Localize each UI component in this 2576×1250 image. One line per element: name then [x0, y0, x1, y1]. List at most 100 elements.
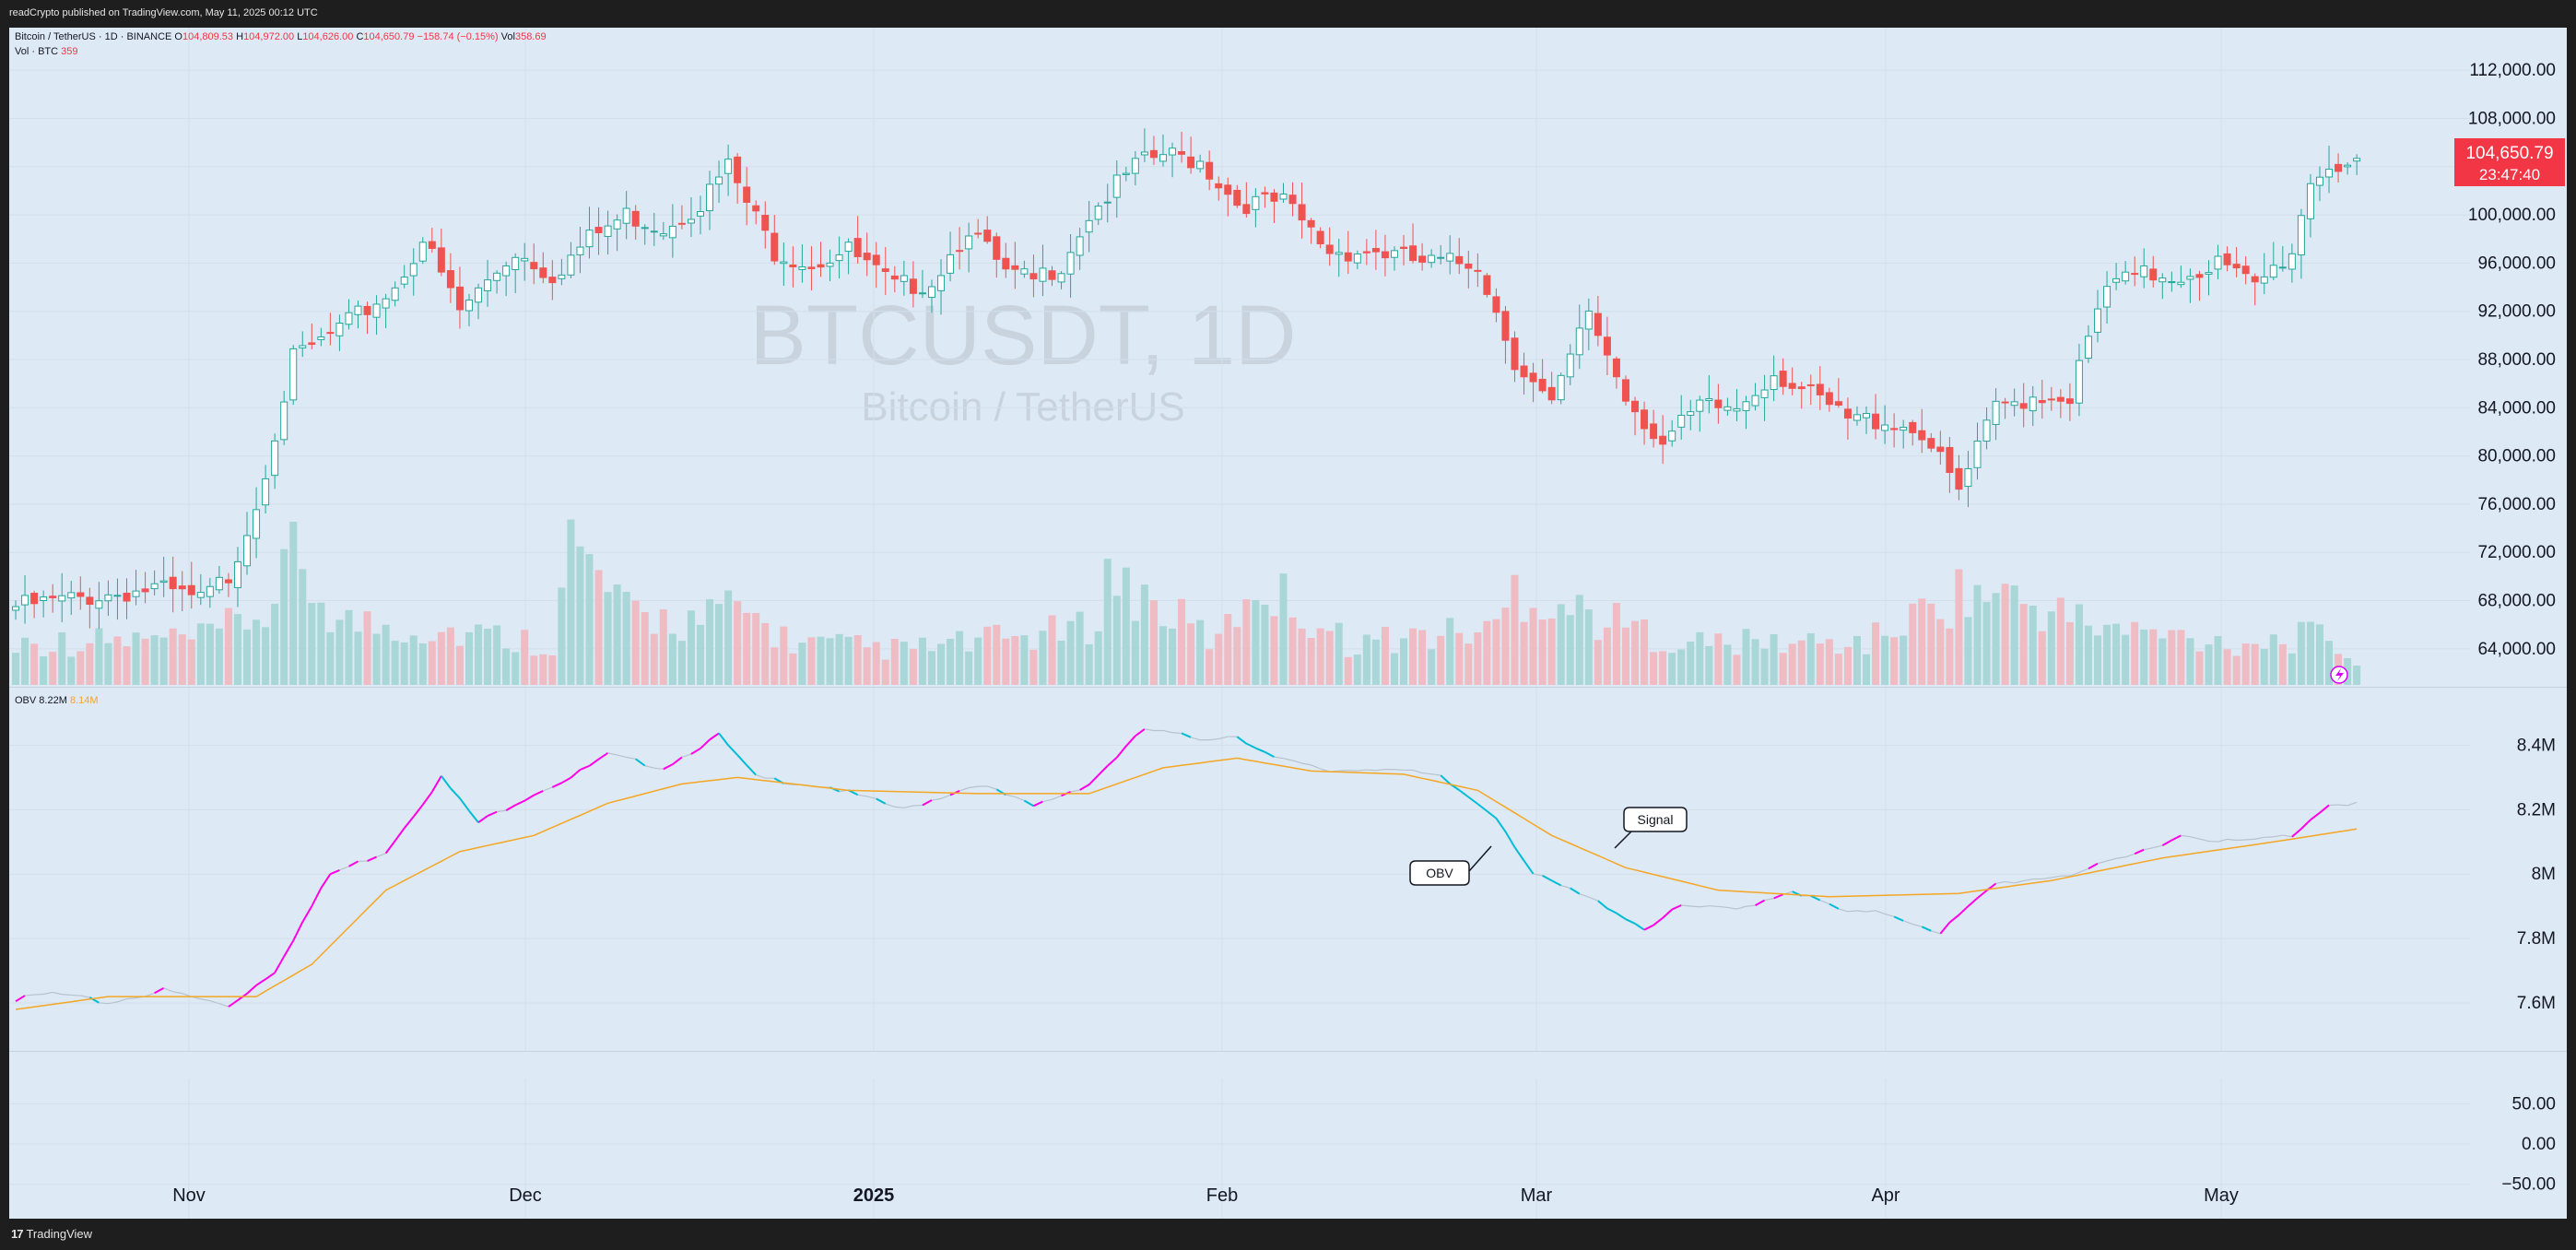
obv-segment — [1375, 769, 1386, 772]
obv-tick-label: 8.4M — [2517, 736, 2556, 755]
candle-body — [1159, 154, 1167, 162]
candle-body — [2335, 163, 2343, 172]
candle-body — [1325, 244, 1334, 254]
candle-body — [2010, 401, 2018, 407]
candle-body — [1797, 386, 1806, 390]
volume-bar — [1566, 615, 1574, 685]
candle-body — [1400, 246, 1408, 249]
obv-segment — [885, 803, 896, 808]
volume-bar — [659, 609, 667, 685]
candle-body — [900, 275, 908, 282]
obv-axis[interactable]: 8.4M 8.2M 8M 7.8M 7.6M — [2517, 736, 2556, 1013]
volume-bar — [956, 631, 964, 685]
tradingview-logo[interactable]: 17 TradingView — [11, 1227, 93, 1241]
obv-segment — [2273, 834, 2283, 838]
volume-bar — [1788, 643, 1796, 685]
candle-body — [1641, 409, 1649, 430]
candle-body — [104, 594, 112, 602]
candle-body — [1344, 252, 1352, 262]
obv-callout[interactable]: OBV — [1409, 845, 1492, 886]
volume-bar — [1270, 616, 1278, 685]
obv-segment — [1070, 789, 1080, 793]
lightning-icon[interactable] — [2330, 666, 2348, 684]
obv-segment — [718, 732, 729, 746]
candle-body — [1446, 253, 1454, 262]
candle-body — [67, 592, 76, 599]
candle-body — [1048, 270, 1056, 280]
volume-bar — [1872, 622, 1880, 685]
chart-canvas[interactable]: BTCUSDT, 1D Bitcoin / TetherUS OBV Signa… — [9, 28, 2567, 1219]
obv-segment — [1551, 879, 1562, 887]
obv-segment — [1467, 796, 1478, 805]
candle-body — [1381, 251, 1389, 259]
obv-segment — [2347, 801, 2358, 807]
obv-segment — [1023, 799, 1034, 808]
time-axis[interactable]: Nov Dec 2025 Feb Mar Apr May — [172, 1185, 2239, 1206]
signal-callout[interactable]: Signal — [1614, 807, 1688, 849]
candle-body — [1806, 383, 1815, 386]
candle-body — [1918, 430, 1926, 441]
candle-body — [530, 262, 538, 270]
candle-body — [1825, 392, 1833, 406]
candle-body — [95, 600, 103, 609]
obv-segment — [1939, 922, 1951, 935]
candle-body — [677, 222, 686, 225]
candle-body — [2168, 281, 2176, 284]
candle-body — [2344, 164, 2352, 168]
obv-segment — [2051, 875, 2061, 879]
volume-bar — [761, 622, 770, 685]
volume-bar — [1705, 645, 1713, 685]
obv-segment — [218, 1003, 229, 1008]
volume-bar — [428, 641, 436, 685]
obv-segment — [283, 939, 295, 958]
oscillator-axis[interactable]: 50.00 0.00 −50.00 — [2501, 1094, 2556, 1194]
candle-body — [1872, 413, 1880, 430]
volume-bar — [141, 638, 149, 685]
candle-body — [1909, 421, 1917, 433]
candle-body — [169, 576, 177, 590]
obv-segment — [1662, 908, 1673, 919]
volume-bar — [1020, 635, 1029, 685]
candle-body — [724, 159, 733, 174]
volume-bar — [2047, 611, 2055, 685]
obv-segment — [1736, 905, 1747, 910]
volume-bar — [2195, 651, 2204, 685]
obv-segment — [62, 994, 72, 996]
candle-body — [1927, 438, 1935, 449]
volume-bar — [262, 627, 270, 685]
obv-segment — [1958, 905, 1970, 916]
candle-body — [659, 233, 667, 237]
candle-body — [1779, 371, 1787, 387]
obv-segment — [543, 786, 553, 792]
obv-segment — [430, 775, 442, 793]
candle-body — [215, 576, 223, 591]
candle-body — [1890, 428, 1899, 430]
volume-bar — [2241, 643, 2250, 685]
volume-bar — [983, 626, 992, 685]
candle-body — [2353, 158, 2361, 162]
obv-segment — [99, 1002, 109, 1005]
volume-bar — [372, 633, 381, 685]
volume-bar — [1529, 607, 1537, 685]
candle-body — [1464, 263, 1473, 269]
candle-body — [1316, 230, 1324, 245]
obv-segment — [1015, 796, 1025, 802]
candle-body — [1788, 383, 1796, 389]
obv-segment — [1504, 831, 1516, 848]
volume-bar — [1206, 649, 1214, 685]
candle-body — [335, 323, 344, 336]
candle-body — [1103, 201, 1112, 204]
obv-segment — [1394, 769, 1405, 772]
candle-body — [1687, 411, 1695, 416]
obv-segment — [1606, 907, 1617, 914]
candle-body — [770, 232, 779, 262]
obv-segment — [1856, 910, 1867, 913]
symbol-legend[interactable]: Bitcoin / TetherUS · 1D · BINANCE O104,8… — [15, 31, 547, 42]
volume-legend[interactable]: Vol · BTC 359 — [15, 46, 78, 57]
volume-bar — [1631, 620, 1640, 685]
price-tick-label: 76,000.00 — [2477, 495, 2556, 514]
obv-segment — [2254, 836, 2264, 840]
volume-bar — [2065, 621, 2074, 685]
volume-bar — [2269, 634, 2277, 685]
obv-legend[interactable]: OBV 8.22M 8.14M — [15, 695, 99, 706]
